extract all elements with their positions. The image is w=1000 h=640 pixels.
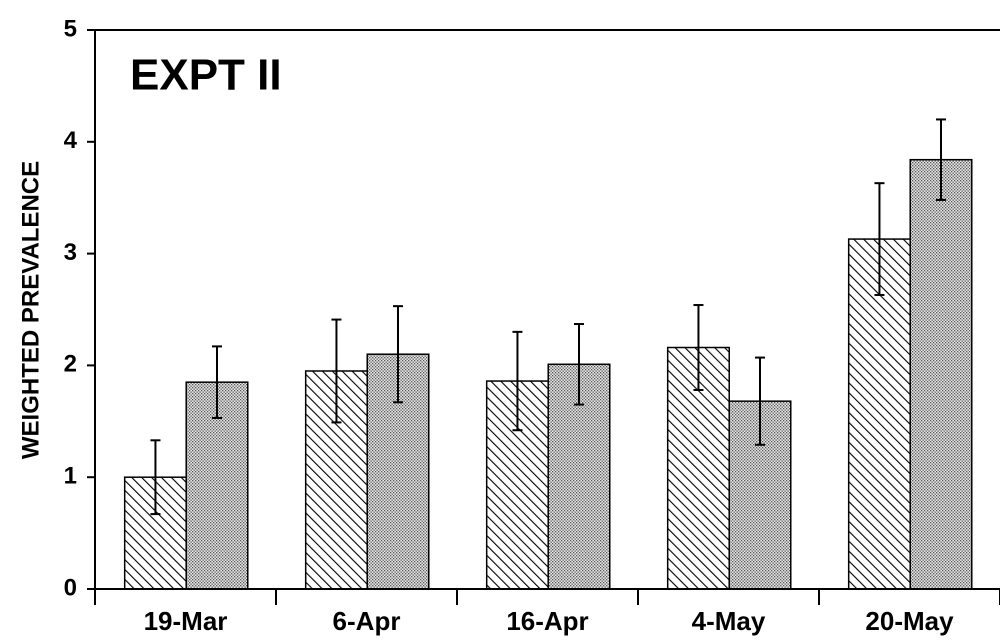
y-axis-label: WEIGHTED PREVALENCE bbox=[17, 161, 44, 459]
y-tick-label: 3 bbox=[64, 239, 77, 266]
x-tick-label: 19-Mar bbox=[144, 606, 228, 636]
y-tick-label: 2 bbox=[64, 351, 77, 378]
chart-title: EXPT II bbox=[130, 51, 282, 100]
x-tick-label: 20-May bbox=[865, 606, 954, 636]
x-tick-label: 4-May bbox=[692, 606, 766, 636]
x-tick-label: 6-Apr bbox=[333, 606, 401, 636]
y-tick-label: 4 bbox=[64, 127, 78, 154]
y-tick-label: 5 bbox=[64, 15, 77, 42]
y-tick-label: 0 bbox=[64, 574, 77, 601]
y-tick-label: 1 bbox=[64, 463, 77, 490]
x-tick-label: 16-Apr bbox=[506, 606, 588, 636]
bar bbox=[909, 158, 973, 590]
